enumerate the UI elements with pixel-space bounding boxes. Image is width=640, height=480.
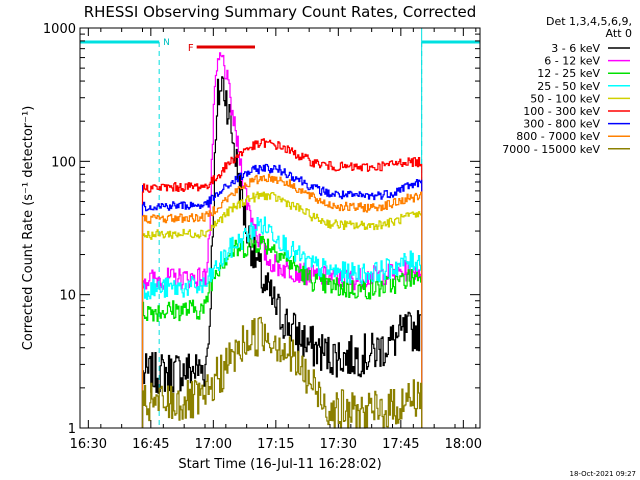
series-line [141,163,423,428]
y-tick-label: 10 [59,289,76,304]
legend-header: Det 1,3,4,5,6,9, [546,15,632,28]
night-intervals: N [80,28,480,428]
legend-label: 25 - 50 keV [537,80,600,93]
series-line [141,76,423,428]
x-tick-label: 18:00 [445,437,482,452]
series-line [141,316,423,429]
legend-label: 7000 - 15000 keV [502,143,600,156]
y-tick-label: 1000 [43,22,76,37]
x-tick-label: 16:45 [132,437,169,452]
legend-label: 100 - 300 keV [523,105,600,118]
series-line [141,235,423,428]
legend-label: 50 - 100 keV [530,92,600,105]
plot-frame [79,27,481,429]
series-lines [141,52,423,429]
x-tick-label: 17:45 [382,437,419,452]
series-line [141,173,423,428]
axes-ticks: 16:30 16:45 17:00 17:15 17:30 17:45 18:00 1 10 10… [43,22,482,452]
legend-label: 3 - 6 keV [551,42,600,55]
series-line [141,191,423,428]
y-tick-label: 1 [68,422,76,437]
y-tick-label: 100 [51,155,76,170]
series-line [141,138,423,428]
y-axis-label: Corrected Count Rate (s⁻¹ detector⁻¹) [21,106,36,351]
x-axis-label: Start Time (16-Jul-11 16:28:02) [178,457,381,472]
chart-title: RHESSI Observing Summary Count Rates, Co… [84,3,477,21]
legend-label: 12 - 25 keV [537,67,600,80]
x-tick-label: 17:15 [257,437,294,452]
legend-label: 300 - 800 keV [523,118,600,131]
flare-label: F [188,43,194,54]
legend-header: Att 0 [606,27,632,40]
x-tick-label: 17:00 [195,437,232,452]
x-tick-label: 16:30 [70,437,107,452]
night-label: N [163,38,170,48]
annotations: F [188,43,255,54]
legend-label: 6 - 12 keV [544,55,600,68]
series-line [141,216,423,428]
x-tick-label: 17:30 [320,437,357,452]
series-line [141,52,423,428]
timestamp-label: 18-Oct-2021 09:27 [570,470,636,478]
legend-label: 800 - 7000 keV [516,130,600,143]
